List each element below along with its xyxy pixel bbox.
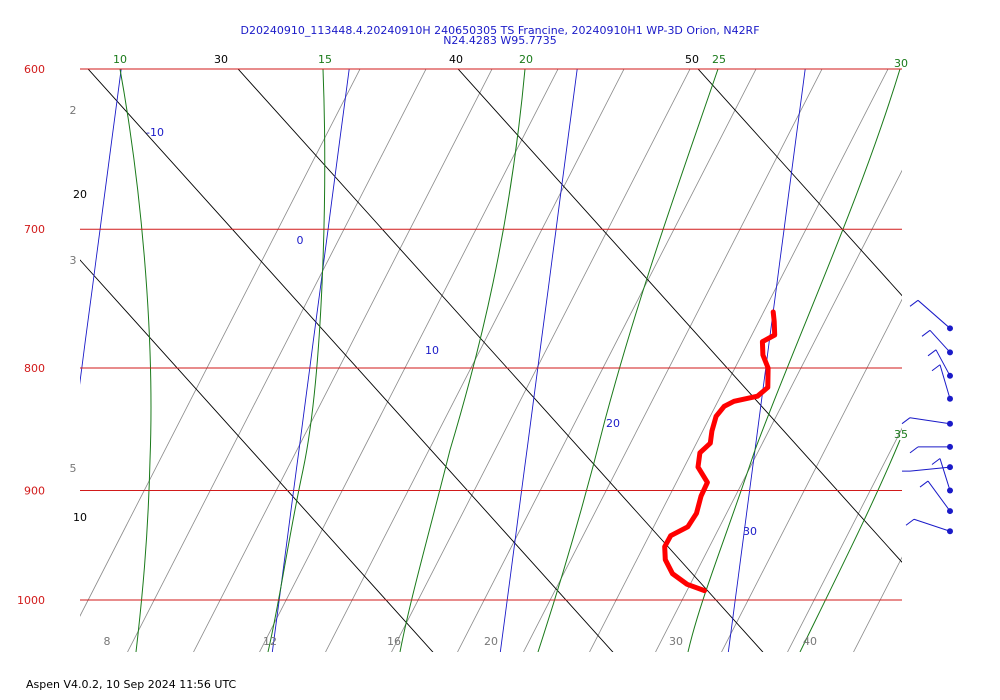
isotherm-line [727,69,806,652]
chart-title: D20240910_113448.4.20240910H 240650305 T… [240,24,760,37]
pressure-label: 800 [24,362,45,375]
isotherm-label: -10 [146,126,164,139]
mixing-ratio-line [391,69,691,652]
moist-adiabat-line [799,439,901,652]
temperature-axis-tick: 40 [803,635,817,648]
temperature-axis-tick: 12 [263,635,277,648]
moist-adiabat-line [267,69,326,652]
axis-labels: 600 700 800 900 1000 8 12 16 20 30 40 -10 0 10 20 30 10 2… [17,53,908,648]
wind-barb-flag [931,364,941,372]
mixing-ratio-lines [80,30,1000,655]
moist-adiabat-line [399,69,526,652]
wind-barb-shaft [927,480,951,512]
dry-adiabat-line [697,69,902,297]
moist-adiabat-label: 15 [318,53,332,66]
wind-barb-dot [947,443,953,450]
moist-adiabat-label: 20 [519,53,533,66]
moist-adiabat-label: 25 [712,53,726,66]
moist-adiabat-label: 30 [894,57,908,70]
wind-barb-dot [947,528,953,535]
wind-barb-dot [947,325,953,332]
mixing-ratio-line [259,69,559,652]
chart-subtitle: N24.4283 W95.7735 [443,34,557,47]
isobars [80,68,902,601]
moist-adiabat-line [537,69,719,652]
dry-adiabat-line [87,69,614,652]
wind-barb-flag [901,417,911,425]
mixing-ratio-line [523,69,823,652]
dry-adiabat-label: 30 [214,53,228,66]
dry-adiabats [80,69,902,652]
wind-barb-dot [947,395,953,402]
mixing-ratio-line [193,69,493,652]
isotherms [80,69,806,652]
mixing-ratio-line [589,69,889,652]
pressure-label: 700 [24,223,45,236]
mixing-ratio-line [80,69,361,617]
isotherm-line [271,69,350,652]
mixing-ratio-line [127,69,427,652]
pressure-label: 600 [24,63,45,76]
moist-adiabat-label: 10 [113,53,127,66]
wind-barb-dot [947,487,953,494]
temperature-axis-tick: 30 [669,635,683,648]
dry-adiabat-label: 50 [685,53,699,66]
wind-barb-shaft [939,364,951,399]
isotherm-label: 0 [297,234,304,247]
mixing-ratio-label: 3 [70,254,77,267]
wind-barb-dot [947,349,953,356]
temperature-sounding [662,309,778,594]
wind-barb-flag [921,329,931,337]
dry-adiabat-label: 40 [449,53,463,66]
wind-barb-shaft [913,518,951,532]
wind-barb-shaft [917,299,951,329]
footer-version: Aspen V4.0.2, 10 Sep 2024 11:56 UTC [26,678,237,691]
mixing-ratio-line [918,30,1000,655]
mixing-ratio-label: 5 [70,462,77,475]
wind-barb-shaft [939,458,951,491]
mixing-ratio-line [853,556,902,652]
pressure-label: 1000 [17,594,45,607]
wind-barbs [901,299,953,535]
wind-barb-flag [909,446,919,454]
wind-barb-dot [947,508,953,515]
wind-barb-flag [905,518,915,526]
dry-adiabat-line [457,69,902,563]
dry-adiabat-label: 10 [73,511,87,524]
temperature-trace [662,309,778,594]
mixing-ratio-line [721,298,902,652]
mixing-ratio-label: 2 [70,104,77,117]
isotherm-line [80,69,122,386]
mixing-ratio-line [655,169,902,652]
isotherm-label: 30 [743,525,757,538]
isotherm-line [499,69,578,652]
wind-barb-flag [931,458,941,465]
dry-adiabat-line [237,69,764,652]
moist-adiabat-line [687,69,901,652]
moist-adiabat-line [119,69,152,652]
isotherm-label: 10 [425,344,439,357]
wind-barb-dot [947,464,953,471]
temperature-axis-tick: 16 [387,635,401,648]
temperature-axis-tick: 8 [104,635,111,648]
wind-barb-flag [909,299,919,307]
wind-barb-shaft [909,417,951,425]
mixing-ratio-line [787,427,902,652]
isotherm-label: 20 [606,417,620,430]
pressure-label: 900 [24,484,45,497]
wind-barb-shaft [935,349,951,377]
dry-adiabat-line [80,259,434,652]
wind-barb-dot [947,420,953,427]
wind-barb-flag [919,480,929,488]
wind-barb-flag [927,349,937,357]
mixing-ratio-line [457,69,757,652]
temperature-axis-tick: 20 [484,635,498,648]
wind-barb-shaft [929,329,951,353]
moist-adiabats [119,69,901,652]
moist-adiabat-label: 35 [894,428,908,441]
wind-barb-dot [947,372,953,379]
dry-adiabat-label: 20 [73,188,87,201]
